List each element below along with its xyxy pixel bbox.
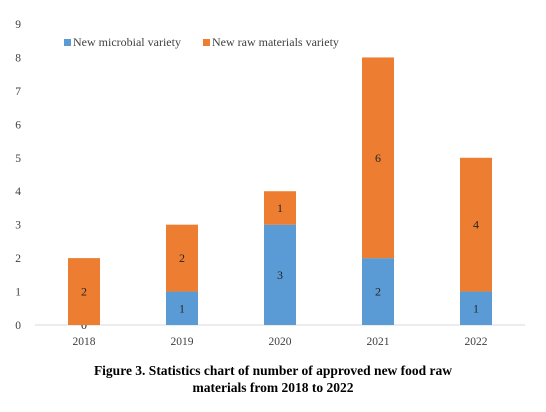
bar-segment: [166, 224, 198, 292]
y-tick-label: 4: [15, 186, 21, 198]
legend-swatch: [64, 39, 71, 46]
data-label: 4: [473, 218, 479, 232]
y-tick-label: 7: [15, 86, 21, 98]
caption-line-2: materials from 2018 to 2022: [192, 380, 354, 395]
y-tick-label: 8: [15, 52, 21, 64]
data-label: 2: [81, 285, 87, 299]
figure-caption: Figure 3. Statistics chart of number of …: [0, 362, 546, 396]
data-label: 1: [473, 301, 479, 315]
bars-group: 0212312614: [68, 57, 492, 332]
bar-segment: [264, 224, 296, 325]
y-tick-label: 5: [15, 153, 21, 165]
legend: New microbial variety New raw materials v…: [64, 35, 339, 49]
x-tick-label: 2021: [367, 336, 390, 348]
y-axis-ticks: 0 1 2 3 4 5 6 7 8 9: [15, 19, 21, 332]
legend-label: New raw materials variety: [212, 35, 339, 49]
bar-segment: [460, 291, 492, 325]
y-tick-label: 6: [15, 119, 21, 131]
caption-line-1: Figure 3. Statistics chart of number of …: [93, 363, 453, 378]
x-tick-label: 2020: [269, 336, 292, 348]
y-tick-label: 1: [15, 287, 21, 299]
y-tick-label: 9: [15, 19, 21, 31]
data-label: 3: [277, 268, 283, 282]
data-label: 6: [375, 151, 381, 165]
bar-segment: [362, 258, 394, 325]
bar-segment: [166, 291, 198, 325]
x-tick-label: 2019: [171, 336, 194, 348]
bar-segment: [68, 258, 100, 325]
bar-segment: [264, 191, 296, 225]
data-label: 1: [277, 201, 283, 215]
x-axis-ticks: 2018 2019 2020 2021 2022: [73, 336, 488, 348]
data-label: 2: [375, 285, 381, 299]
y-tick-label: 3: [15, 220, 21, 232]
x-tick-label: 2018: [73, 336, 96, 348]
bar-segment: [362, 57, 394, 259]
bar-segment: [460, 157, 492, 292]
y-tick-label: 2: [15, 253, 21, 265]
y-tick-label: 0: [15, 320, 21, 332]
data-label: 1: [179, 301, 185, 315]
legend-swatch: [202, 39, 210, 46]
data-label: 2: [179, 251, 185, 265]
x-tick-label: 2022: [465, 336, 488, 348]
legend-label: New microbial variety: [73, 35, 181, 49]
